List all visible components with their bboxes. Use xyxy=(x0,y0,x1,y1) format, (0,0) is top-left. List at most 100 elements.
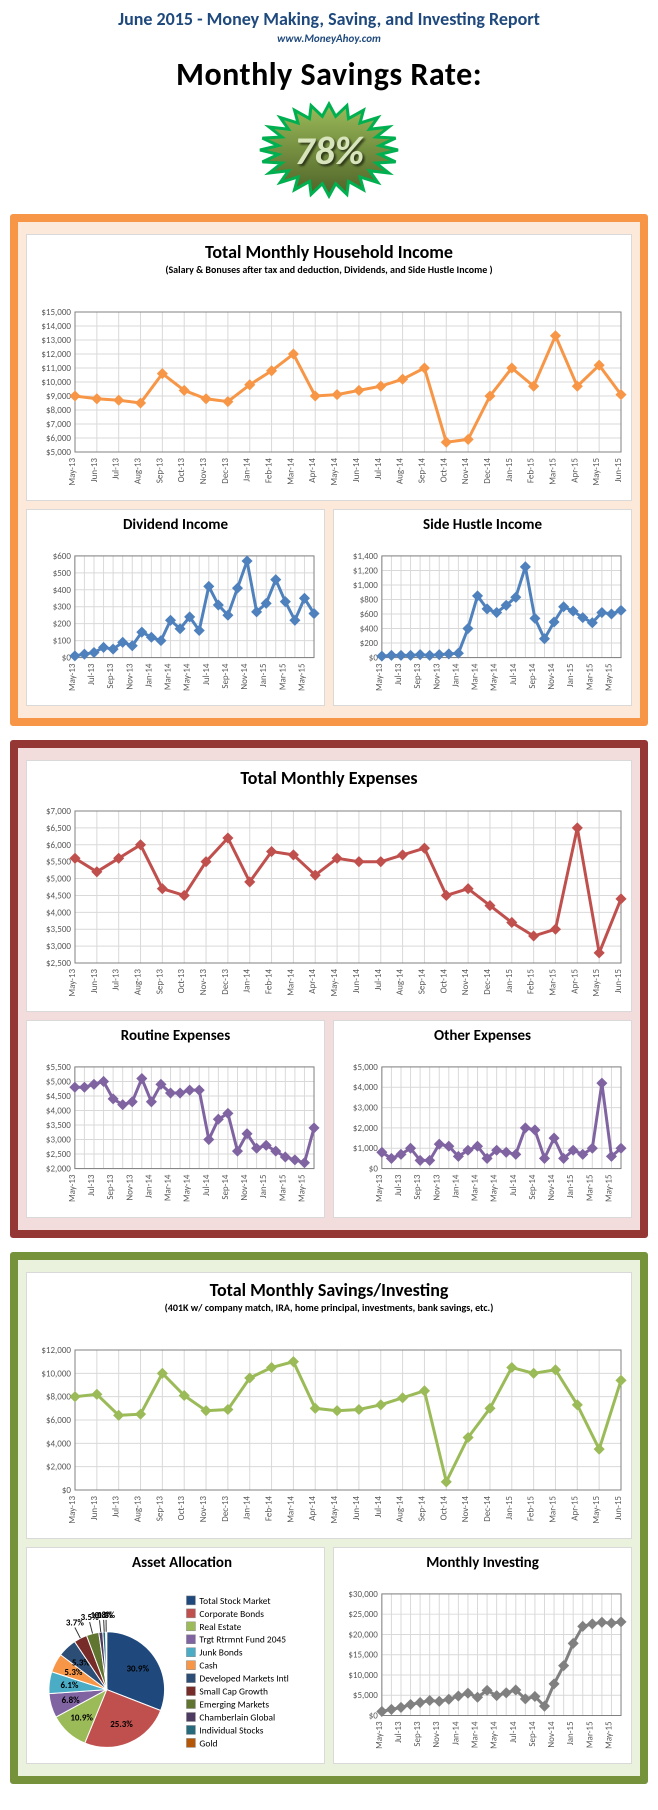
chart-title: Other Expenses xyxy=(336,1027,629,1045)
svg-text:Jan-15: Jan-15 xyxy=(504,1495,515,1519)
expense-panel: Total Monthly Expenses$2,500$3,000$3,500… xyxy=(10,740,648,1237)
svg-text:30.9%: 30.9% xyxy=(126,1663,149,1674)
svg-text:$800: $800 xyxy=(360,594,379,605)
chart-title: Routine Expenses xyxy=(29,1027,322,1045)
svg-text:Jun-13: Jun-13 xyxy=(89,1495,100,1520)
svg-text:$15,000: $15,000 xyxy=(348,1650,378,1661)
svg-text:$0: $0 xyxy=(62,1485,72,1496)
pie-svg: 30.9%25.3%10.9%6.8%6.1%5.3%5.3%3.7%3.5%1… xyxy=(29,1572,322,1761)
svg-text:May-15: May-15 xyxy=(603,1721,614,1749)
svg-text:$400: $400 xyxy=(53,585,72,596)
svg-text:$2,500: $2,500 xyxy=(46,958,71,969)
svg-text:Oct-13: Oct-13 xyxy=(176,1495,187,1520)
svg-text:$3,500: $3,500 xyxy=(46,1120,71,1131)
svg-text:May-14: May-14 xyxy=(182,1174,193,1202)
chart-expenses-total: Total Monthly Expenses$2,500$3,000$3,500… xyxy=(26,760,632,1012)
burst-container: 78% xyxy=(10,100,648,200)
report-url: www.MoneyAhoy.com xyxy=(10,32,648,45)
svg-text:$300: $300 xyxy=(53,602,72,613)
svg-text:Feb-15: Feb-15 xyxy=(526,1495,537,1521)
svg-text:$2,500: $2,500 xyxy=(46,1149,71,1160)
svg-text:Aug-13: Aug-13 xyxy=(133,1495,144,1521)
chart-svg: $2,500$3,000$3,500$4,000$4,500$5,000$5,5… xyxy=(29,789,629,1009)
income-panel: Total Monthly Household Income(Salary & … xyxy=(10,214,648,726)
svg-text:Mar-15: Mar-15 xyxy=(584,1721,595,1748)
svg-text:Gold: Gold xyxy=(199,1737,217,1749)
svg-text:Jan-14: Jan-14 xyxy=(242,458,253,482)
svg-text:Nov-13: Nov-13 xyxy=(198,458,209,485)
svg-text:Jun-15: Jun-15 xyxy=(613,1495,624,1520)
svg-text:$100: $100 xyxy=(53,636,72,647)
chart-subtitle: (Salary & Bonuses after tax and deductio… xyxy=(29,263,629,276)
svg-text:$0: $0 xyxy=(62,653,72,664)
chart-title: Dividend Income xyxy=(29,516,322,534)
svg-text:$25,000: $25,000 xyxy=(348,1609,378,1620)
svg-text:May-15: May-15 xyxy=(296,1174,307,1202)
svg-text:$500: $500 xyxy=(53,568,72,579)
svg-text:$4,500: $4,500 xyxy=(46,891,71,902)
svg-text:Jan-14: Jan-14 xyxy=(143,663,154,687)
chart-svg: $2,000$2,500$3,000$3,500$4,000$4,500$5,0… xyxy=(29,1045,322,1214)
svg-text:$1,000: $1,000 xyxy=(353,580,378,591)
svg-text:Mar-15: Mar-15 xyxy=(584,1174,595,1201)
svg-text:Dec-13: Dec-13 xyxy=(220,458,231,484)
svg-text:Jan-14: Jan-14 xyxy=(450,1174,461,1198)
svg-text:Jun-13: Jun-13 xyxy=(89,969,100,994)
svg-text:Jul-14: Jul-14 xyxy=(508,1174,519,1196)
svg-text:Mar-15: Mar-15 xyxy=(547,1495,558,1522)
svg-text:Sep-13: Sep-13 xyxy=(412,1174,423,1200)
svg-text:Jun-15: Jun-15 xyxy=(613,458,624,483)
svg-text:Jul-13: Jul-13 xyxy=(86,1174,97,1196)
svg-text:Mar-15: Mar-15 xyxy=(547,458,558,485)
svg-text:Jul-14: Jul-14 xyxy=(373,458,384,480)
chart-dividend: Dividend Income$0$100$200$300$400$500$60… xyxy=(26,509,325,706)
svg-text:May-14: May-14 xyxy=(329,1495,340,1523)
svg-text:Jan-14: Jan-14 xyxy=(450,1721,461,1745)
report-container: June 2015 - Money Making, Saving, and In… xyxy=(0,0,658,1810)
svg-text:Emerging Markets: Emerging Markets xyxy=(199,1698,269,1710)
svg-text:Mar-14: Mar-14 xyxy=(470,1174,481,1201)
svg-text:$5,500: $5,500 xyxy=(46,1062,71,1073)
svg-text:Jul-13: Jul-13 xyxy=(111,458,122,480)
svg-text:$10,000: $10,000 xyxy=(41,377,71,388)
svg-text:$8,000: $8,000 xyxy=(46,1391,71,1402)
svg-text:$3,000: $3,000 xyxy=(46,942,71,953)
svg-text:$30,000: $30,000 xyxy=(348,1589,378,1600)
svg-text:$5,000: $5,000 xyxy=(46,1077,71,1088)
svg-text:Mar-15: Mar-15 xyxy=(584,663,595,690)
chart-routine: Routine Expenses$2,000$2,500$3,000$3,500… xyxy=(26,1020,325,1217)
svg-text:$10,000: $10,000 xyxy=(41,1368,71,1379)
svg-text:Apr-15: Apr-15 xyxy=(569,1495,580,1520)
svg-text:May-14: May-14 xyxy=(489,1174,500,1202)
svg-text:$6,000: $6,000 xyxy=(46,433,71,444)
svg-text:Sep-14: Sep-14 xyxy=(527,1721,538,1747)
svg-text:May-15: May-15 xyxy=(603,1174,614,1202)
svg-text:$20,000: $20,000 xyxy=(348,1629,378,1640)
svg-text:May-14: May-14 xyxy=(489,663,500,691)
svg-text:$9,000: $9,000 xyxy=(46,391,71,402)
svg-text:Jan-15: Jan-15 xyxy=(565,1721,576,1745)
svg-text:Sep-14: Sep-14 xyxy=(416,458,427,484)
svg-text:$5,500: $5,500 xyxy=(46,857,71,868)
svg-text:$1,200: $1,200 xyxy=(353,565,378,576)
svg-text:Jul-13: Jul-13 xyxy=(393,663,404,685)
chart-svg: $0$2,000$4,000$6,000$8,000$10,000$12,000… xyxy=(29,1316,629,1536)
svg-text:Jun-14: Jun-14 xyxy=(351,1495,362,1520)
svg-text:Nov-14: Nov-14 xyxy=(460,458,471,485)
svg-text:Nov-14: Nov-14 xyxy=(239,1174,250,1201)
svg-text:Feb-14: Feb-14 xyxy=(264,1495,275,1521)
svg-text:$10,000: $10,000 xyxy=(348,1670,378,1681)
svg-text:Feb-15: Feb-15 xyxy=(526,458,537,484)
svg-text:$600: $600 xyxy=(53,551,72,562)
report-title: June 2015 - Money Making, Saving, and In… xyxy=(10,8,648,30)
chart-monthly-investing: Monthly Investing$0$5,000$10,000$15,000$… xyxy=(333,1547,632,1764)
svg-text:$8,000: $8,000 xyxy=(46,405,71,416)
svg-text:Trgt Rtrmnt Fund 2045: Trgt Rtrmnt Fund 2045 xyxy=(199,1634,286,1646)
svg-text:Jul-14: Jul-14 xyxy=(508,663,519,685)
svg-text:Sep-13: Sep-13 xyxy=(154,458,165,484)
svg-text:$6,500: $6,500 xyxy=(46,823,71,834)
svg-text:Dec-14: Dec-14 xyxy=(482,969,493,995)
svg-text:Jun-14: Jun-14 xyxy=(351,458,362,483)
svg-text:Jan-15: Jan-15 xyxy=(258,1174,269,1198)
svg-text:$600: $600 xyxy=(360,609,379,620)
